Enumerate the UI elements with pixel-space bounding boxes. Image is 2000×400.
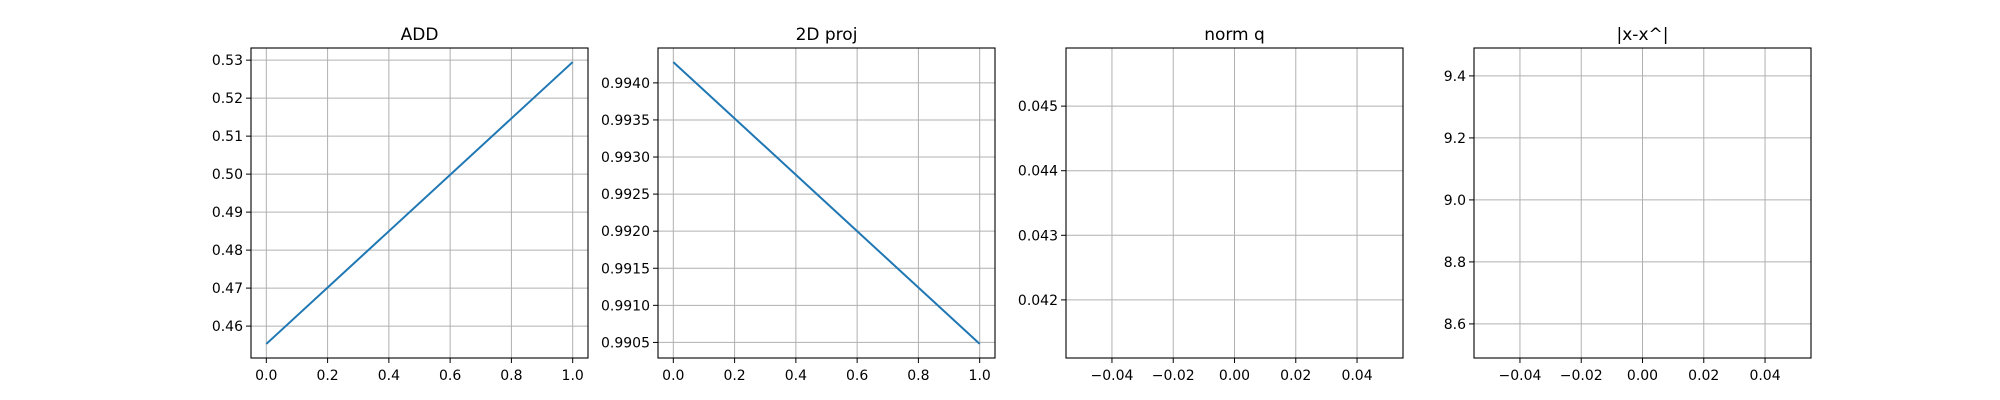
- x-tick-label: 0.8: [907, 368, 929, 384]
- tick-labels: 0.0 0.2 0.4 0.6 0.8 1.0 0.9905 0.9910 0.9915 0.99…: [601, 76, 991, 384]
- axes-frame: [250, 47, 589, 359]
- tick-marks: [1469, 75, 1766, 363]
- subplot-title: 2D proj: [796, 25, 858, 45]
- grid-lines: [1474, 48, 1811, 358]
- x-tick-label: 0.00: [1627, 368, 1658, 384]
- y-tick-label: 0.9935: [601, 113, 650, 129]
- y-tick-label: 8.8: [1444, 255, 1466, 271]
- y-tick-label: 0.46: [212, 319, 243, 335]
- tick-marks: [1061, 105, 1358, 363]
- tick-marks: [653, 82, 981, 363]
- axes-frame: [657, 47, 996, 359]
- y-tick-label: 9.4: [1444, 69, 1466, 85]
- subplot-add: ADD 0.0 0.2 0.4 0.6 0.8 1.00.460.470.480.490.…: [212, 25, 589, 384]
- x-tick-label: 0.2: [723, 368, 745, 384]
- tick-labels: 0.0 0.2 0.4 0.6 0.8 1.0 0.46 0.47 0.48 0.49 0.50 0.…: [212, 53, 584, 384]
- y-tick-label: 0.045: [1018, 99, 1058, 115]
- y-tick-label: 0.9920: [601, 224, 650, 240]
- y-tick-label: 8.6: [1444, 317, 1466, 333]
- x-tick-label: −0.02: [1152, 368, 1195, 384]
- y-tick-label: 0.51: [212, 129, 243, 145]
- y-tick-label: 0.47: [212, 281, 243, 297]
- tick-marks: [246, 59, 574, 363]
- subplot-title: ADD: [401, 25, 439, 45]
- tick-labels: −0.04 −0.02 0.00 0.02 0.04 8.6 8.8 9.0 9.2 9.4: [1444, 69, 1781, 384]
- y-tick-label: 0.50: [212, 167, 243, 183]
- y-tick-label: 0.49: [212, 205, 243, 221]
- y-tick-label: 0.044: [1018, 164, 1058, 180]
- x-tick-label: 0.2: [316, 368, 338, 384]
- x-tick-label: 0.00: [1219, 368, 1250, 384]
- subplot-2d-proj: 2D proj 0.0 0.2 0.4 0.6 0.8 1.00.99050.99100.…: [601, 25, 996, 384]
- y-tick-label: 9.0: [1444, 193, 1466, 209]
- x-tick-label: 0.02: [1280, 368, 1311, 384]
- subplot-abs-error: |x-x^| −0.04 −0.02 0.00 0.02 0.04 8.6 8.8 9.0 9.…: [1444, 25, 1812, 384]
- x-tick-label: 0.4: [785, 368, 807, 384]
- y-tick-label: 0.52: [212, 91, 243, 107]
- y-tick-label: 0.9915: [601, 261, 650, 277]
- x-tick-label: 0.02: [1688, 368, 1719, 384]
- x-tick-label: 0.0: [255, 368, 277, 384]
- x-tick-label: 0.04: [1749, 368, 1780, 384]
- x-tick-label: 1.0: [562, 368, 584, 384]
- subplot-norm-q: norm q −0.04 −0.02 0.00 0.02 0.04 0.042 0.043 0…: [1018, 25, 1404, 384]
- grid-lines: [251, 48, 588, 358]
- y-tick-label: 0.043: [1018, 228, 1058, 244]
- x-tick-label: 0.6: [846, 368, 868, 384]
- y-tick-label: 0.48: [212, 243, 243, 259]
- series-line: [672, 61, 981, 345]
- x-tick-label: −0.04: [1091, 368, 1134, 384]
- y-tick-label: 0.53: [212, 53, 243, 69]
- x-tick-label: 0.04: [1341, 368, 1372, 384]
- y-tick-label: 0.9940: [601, 76, 650, 92]
- y-tick-label: 0.9925: [601, 187, 650, 203]
- tick-labels: −0.04 −0.02 0.00 0.02 0.04 0.042 0.043 0.044 0.0…: [1018, 99, 1373, 384]
- series-line: [265, 61, 574, 345]
- y-tick-label: 0.9930: [601, 150, 650, 166]
- x-tick-label: −0.02: [1560, 368, 1603, 384]
- y-tick-label: 0.9905: [601, 335, 650, 351]
- x-tick-label: −0.04: [1499, 368, 1542, 384]
- x-tick-label: 0.0: [662, 368, 684, 384]
- subplot-title: |x-x^|: [1617, 25, 1669, 45]
- x-tick-label: 1.0: [969, 368, 991, 384]
- x-tick-label: 0.6: [439, 368, 461, 384]
- grid-lines: [658, 48, 995, 358]
- y-tick-label: 9.2: [1444, 131, 1466, 147]
- grid-lines: [1066, 48, 1403, 358]
- x-tick-label: 0.4: [378, 368, 400, 384]
- y-tick-label: 0.9910: [601, 298, 650, 314]
- subplot-title: norm q: [1204, 25, 1265, 45]
- y-tick-label: 0.042: [1018, 293, 1058, 309]
- x-tick-label: 0.8: [500, 368, 522, 384]
